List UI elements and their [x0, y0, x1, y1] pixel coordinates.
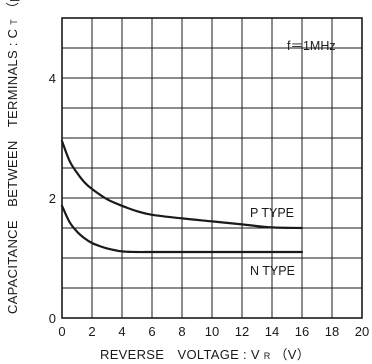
y-axis-title-unit: （pF） — [5, 0, 20, 15]
y-tick-label: 4 — [49, 71, 56, 86]
x-tick-label: 10 — [205, 324, 219, 339]
plot-frame — [61, 17, 363, 319]
y-axis-title-sub: T — [9, 19, 19, 25]
x-axis-title-main: REVERSE VOLTAGE : V — [100, 347, 260, 362]
series-label-p-type: P TYPE — [250, 206, 294, 220]
series-n-type-line — [60, 204, 304, 254]
series-layer — [60, 139, 304, 254]
x-tick-label: 18 — [325, 324, 339, 339]
grid-lines — [61, 17, 363, 319]
x-axis-title-sub: R — [264, 351, 271, 361]
y-tick-label: 2 — [49, 191, 56, 206]
y-axis-title-main: CAPACITANCE BETWEEN TERMINALS : C — [5, 29, 20, 314]
x-tick-label: 0 — [58, 324, 65, 339]
x-tick-label: 8 — [178, 324, 185, 339]
x-axis-title-unit: （V） — [274, 347, 310, 362]
y-axis-title: CAPACITANCE BETWEEN TERMINALS : C T （pF） — [5, 0, 20, 314]
x-tick-label: 12 — [235, 324, 249, 339]
x-axis-title: REVERSE VOLTAGE : V R （V） — [100, 347, 310, 362]
frequency-annotation: f＝1MHz — [287, 39, 336, 53]
series-label-n-type: N TYPE — [250, 264, 295, 278]
y-tick-label: 0 — [49, 311, 56, 326]
x-tick-label: 14 — [265, 324, 279, 339]
x-tick-label: 6 — [148, 324, 155, 339]
x-tick-label: 4 — [118, 324, 125, 339]
x-tick-label: 16 — [295, 324, 309, 339]
series-p-type-line — [60, 139, 304, 230]
x-tick-labels: 0 2 4 6 8 10 12 14 16 18 20 — [58, 324, 369, 339]
y-tick-labels: 0 2 4 — [49, 71, 56, 326]
x-tick-label: 2 — [88, 324, 95, 339]
x-tick-label: 20 — [355, 324, 369, 339]
